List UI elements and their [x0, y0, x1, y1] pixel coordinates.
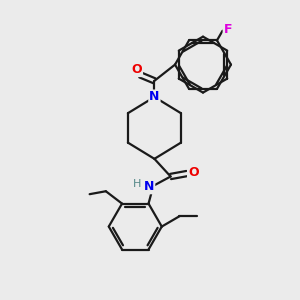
Text: H: H — [133, 179, 142, 189]
Text: O: O — [131, 63, 142, 76]
Text: F: F — [224, 23, 232, 36]
Text: N: N — [149, 91, 160, 103]
Text: N: N — [144, 180, 154, 193]
Text: O: O — [188, 166, 199, 178]
